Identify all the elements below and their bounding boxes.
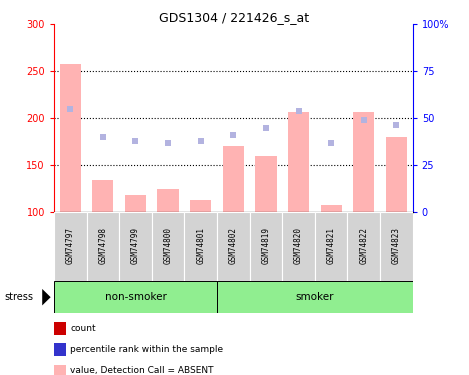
Text: GSM74822: GSM74822 [359,226,368,264]
Point [67,106,74,112]
Bar [87,212,119,281]
Point [132,138,139,144]
Bar [250,212,282,281]
Text: GDS1304 / 221426_s_at: GDS1304 / 221426_s_at [159,11,310,24]
Text: GSM74801: GSM74801 [196,226,205,264]
Bar [184,212,217,281]
Bar [60,64,81,212]
Bar [353,112,374,212]
Point [197,138,204,144]
Bar [217,212,250,281]
Bar [288,112,309,212]
Bar [380,212,413,281]
Text: GSM74797: GSM74797 [66,226,75,264]
Bar [315,212,348,281]
Bar [152,212,184,281]
Bar [217,281,413,313]
Text: GSM74821: GSM74821 [327,226,336,264]
Text: stress: stress [5,292,34,302]
Bar [255,156,277,212]
Point [360,117,368,123]
Text: GSM74800: GSM74800 [164,226,173,264]
Text: GSM74820: GSM74820 [294,226,303,264]
Bar [158,189,179,212]
Bar [321,206,342,212]
Text: value, Detection Call = ABSENT: value, Detection Call = ABSENT [70,366,214,375]
Bar [223,146,244,212]
Point [327,140,335,146]
Text: count: count [70,324,96,333]
Bar [282,212,315,281]
Bar [190,200,212,212]
Text: non-smoker: non-smoker [105,292,166,302]
Bar [54,281,217,313]
Text: GSM74798: GSM74798 [98,226,107,264]
Point [164,141,172,147]
Text: GSM74799: GSM74799 [131,226,140,264]
Text: GSM74819: GSM74819 [261,226,271,264]
Bar [125,195,146,212]
Bar [119,212,152,281]
Point [262,124,270,130]
Text: smoker: smoker [295,292,334,302]
Polygon shape [42,289,51,305]
Text: GSM74802: GSM74802 [229,226,238,264]
Point [99,134,106,140]
Point [393,122,400,128]
Point [295,108,303,114]
Bar [386,137,407,212]
Text: percentile rank within the sample: percentile rank within the sample [70,345,223,354]
Bar [348,212,380,281]
Point [229,132,237,138]
Bar [92,180,113,212]
Text: GSM74823: GSM74823 [392,226,401,264]
Bar [54,212,87,281]
